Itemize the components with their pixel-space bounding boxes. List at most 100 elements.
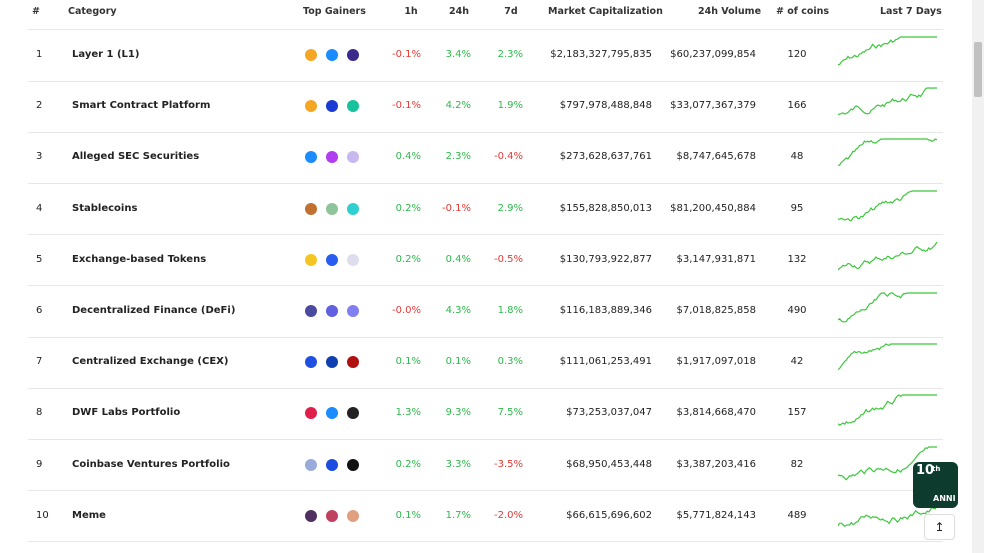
percent-change: 1.8% [497,305,523,316]
percent-change: -0.1% [391,49,421,60]
row-number: 7 [36,356,43,368]
percent-change: -0.1% [441,202,471,214]
volume: $3,147,931,871 [676,253,756,265]
volume: $60,237,099,854 [670,49,756,60]
percent-change: 0.4% [445,253,471,265]
market-cap: $130,793,922,877 [559,253,652,265]
gainer-icon [305,100,317,113]
column-header: 24h Volume [698,6,762,17]
gainer-icon [347,253,359,266]
gainer-icon [305,305,317,317]
category-name: Exchange-based Tokens [72,253,207,265]
percent-change: -0.1% [391,100,421,112]
anniversary-badge[interactable]: 10 th ANNI [913,462,958,508]
percent-change: 9.3% [445,407,471,419]
gainer-icon [326,151,338,164]
volume: $1,917,097,018 [676,356,756,368]
column-header: Category [68,6,117,17]
category-name: DWF Labs Portfolio [72,407,181,419]
divider [28,438,943,440]
gainer-icon [326,509,338,522]
gainer-icon [305,49,317,61]
row-number: 8 [36,407,43,419]
scrollbar-thumb[interactable] [974,42,982,97]
column-header: Market Capitalization [548,6,663,17]
market-cap: $68,950,453,448 [566,458,652,470]
category-name: Meme [72,509,106,521]
badge-number: 10 [916,463,935,478]
percent-change: 4.2% [445,100,471,112]
sparkline-path [838,292,937,323]
sparkline [838,36,937,66]
column-header: # [32,6,40,17]
percent-change: -2.0% [493,509,523,521]
coin-count: 489 [787,509,807,521]
percent-change: 7.5% [497,407,523,419]
row-number: 3 [36,151,43,163]
percent-change: 3.4% [445,49,471,60]
percent-change: -0.4% [493,151,523,163]
volume: $81,200,450,884 [670,202,756,214]
sparkline [838,343,937,371]
gainer-icon [347,356,359,369]
sparkline [838,445,937,481]
badge-suffix: th [932,465,941,473]
sparkline [838,241,938,271]
percent-change: 3.3% [445,458,471,470]
sparkline-path [838,505,938,527]
gainer-icon [305,509,317,522]
gainer-icon [305,356,317,369]
percent-change: -0.5% [493,253,523,265]
volume: $5,771,824,143 [676,509,756,521]
back-to-top[interactable]: ↥ [924,514,955,540]
coin-count: 166 [787,100,807,112]
gainer-icon [326,100,338,113]
gainer-icon [347,305,359,317]
category-name: Smart Contract Platform [72,100,211,112]
percent-change: -3.5% [493,458,523,470]
divider [28,182,943,184]
percent-change: 0.4% [395,151,421,163]
volume: $7,018,825,858 [676,305,756,316]
category-name: Decentralized Finance (DeFi) [72,305,236,316]
row-number: 9 [36,458,43,470]
category-name: Centralized Exchange (CEX) [72,356,229,368]
scrollbar [972,0,984,553]
percent-change: 4.3% [445,305,471,316]
sparkline [838,394,937,427]
column-header: 1h [404,6,418,17]
coin-count: 120 [787,49,807,60]
gainer-icon [305,202,317,215]
column-header: Last 7 Days [880,6,942,17]
sparkline-path [838,138,938,167]
market-cap: $66,615,696,602 [566,509,652,521]
percent-change: -0.0% [391,305,421,316]
market-cap: $273,628,637,761 [559,151,652,163]
market-cap: $73,253,037,047 [566,407,652,419]
percent-change: 0.2% [395,202,421,214]
gainer-icon [326,458,338,471]
divider [28,285,943,287]
row-number: 4 [36,202,43,214]
sparkline-path [838,241,938,271]
gainer-icon [326,49,338,61]
row-number: 2 [36,100,43,112]
gainer-icon [326,407,338,420]
coin-count: 48 [790,151,804,163]
percent-change: 2.9% [497,202,523,214]
column-header: 7d [504,6,518,17]
divider [28,336,943,338]
sparkline-path [838,189,937,222]
badge-text: ANNI [933,494,956,503]
percent-change: 1.9% [497,100,523,112]
coin-count: 490 [787,305,807,316]
sparkline-path [838,343,937,371]
coin-count: 95 [790,202,804,214]
percent-change: 0.2% [395,253,421,265]
category-name: Alleged SEC Securities [72,151,200,163]
percent-change: 1.7% [445,509,471,521]
gainer-icon [326,305,338,317]
coin-count: 82 [790,458,804,470]
divider [28,541,943,543]
